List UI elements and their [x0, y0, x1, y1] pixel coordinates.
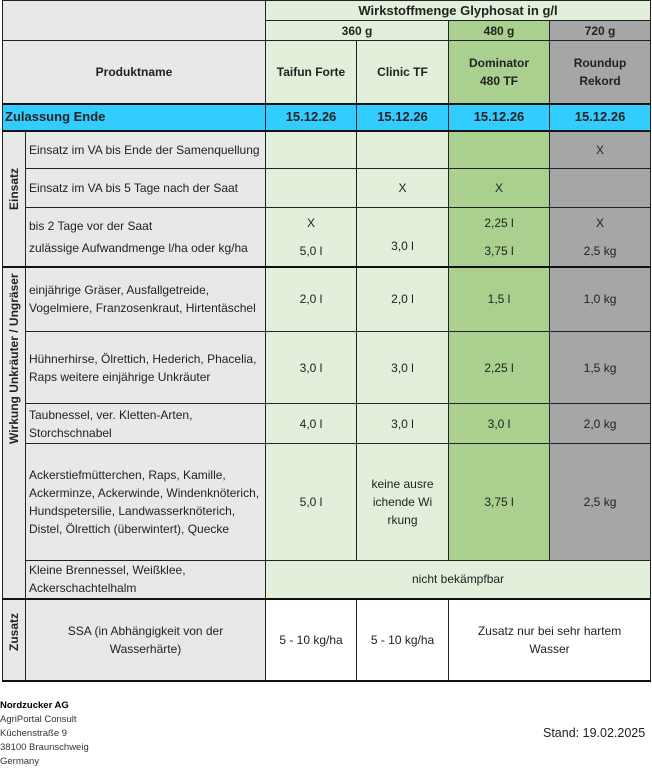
address-line: Küchenstraße 9 [0, 728, 68, 739]
product-roundup: Roundup Rekord [548, 40, 652, 104]
product-dominator: Dominator 480 TF [448, 40, 550, 104]
approval-date: 15.12.26 [548, 102, 652, 132]
category-einsatz: Einsatz [2, 130, 26, 267]
cell: keine ausreichende Wirkung [356, 443, 449, 561]
address-line: AgriPortal Consult [0, 714, 77, 725]
category-zusatz: Zusatz [2, 598, 26, 681]
cell [265, 168, 357, 208]
cell: 5 - 10 kg/ha [356, 598, 449, 681]
cell: 2,0 l [356, 266, 449, 332]
cell: 2,5 kg [583, 243, 617, 258]
product-taifun: Taifun Forte [265, 40, 357, 104]
table-row: Wirkung Unkräuter / Ungräser einjährige … [2, 266, 652, 599]
cell [265, 130, 357, 169]
row-label: Taubnessel, ver. Kletten-Arten, Storchsc… [25, 403, 266, 444]
row-label: bis 2 Tage vor der Saat zulässige Aufwand… [25, 207, 266, 267]
approval-date: 15.12.26 [265, 102, 357, 132]
cell: 3,0 l [391, 239, 414, 254]
cell: 2,25 l [484, 215, 514, 230]
row-label: Einsatz im VA bis 5 Tage nach der Saat [25, 168, 266, 208]
cell-merged: nicht bekämpfbar [264, 560, 652, 599]
concentration-360: 360 g [265, 20, 449, 41]
cell [548, 168, 652, 208]
group-title: Wirkstoffmenge Glyphosat in g/l [264, 0, 652, 21]
approval-label: Zulassung Ende [2, 102, 266, 132]
cell: 2,0 kg [548, 403, 652, 444]
concentration-480: 480 g [448, 20, 550, 41]
cell: 1,5 kg [548, 331, 652, 404]
row-label: Einsatz im VA bis Ende der Samenquellung [25, 130, 266, 169]
table-row: Einsatz Einsatz im VA bis Ende der Samen… [2, 130, 652, 267]
company-name: Nordzucker AG [0, 700, 69, 711]
cell: 5 - 10 kg/ha [265, 598, 357, 681]
table-row: Einsatz im VA bis 5 Tage nach der Saat X… [3, 168, 652, 208]
row-label: Kleine Brennessel, Weißklee, Ackerschach… [25, 560, 266, 599]
address-line: 38100 Braunschweig [0, 742, 89, 753]
cell-merged: Zusatz nur bei sehr hartem Wasser [447, 598, 652, 681]
cell: 3,0 l [265, 331, 357, 404]
table-row: Hühnerhirse, Ölrettich, Hederich, Phacel… [3, 331, 652, 404]
glyphosate-comparison-table: Wirkstoffmenge Glyphosat in g/l 360 g 48… [2, 0, 652, 682]
address-line: Germany [0, 756, 40, 767]
cell [448, 130, 550, 169]
category-wirkung: Wirkung Unkräuter / Ungräser [2, 266, 26, 599]
cell: X [356, 168, 449, 208]
row-label: einjährige Gräser, Ausfallgetreide, Voge… [25, 266, 266, 332]
cell: X [448, 168, 550, 208]
cell: 2,5 kg [548, 443, 652, 561]
cell: 5,0 l [299, 243, 323, 258]
approval-date: 15.12.26 [448, 102, 550, 132]
table-row: Taubnessel, ver. Kletten-Arten, Storchsc… [3, 403, 652, 444]
cell: X [306, 215, 315, 230]
row-label: Ackerstiefmütterchen, Raps, Kamille, Ack… [25, 443, 266, 561]
cell: 3,0 l [356, 403, 449, 444]
cell: 2,25 l [448, 331, 550, 404]
row-label: SSA (in Abhängigkeit von der Wasserhärte… [25, 598, 266, 681]
table-row: bis 2 Tage vor der Saat zulässige Aufwand… [3, 207, 652, 267]
cell: 1,5 l [448, 266, 550, 332]
product-clinic: Clinic TF [356, 40, 449, 104]
cell [356, 130, 449, 169]
cell: X [548, 130, 652, 169]
company-address: Nordzucker AG AgriPortal Consult Küchens… [0, 699, 89, 769]
cell: 4,0 l [265, 403, 357, 444]
approval-date: 15.12.26 [356, 102, 449, 132]
cell: 2,0 l [265, 266, 357, 332]
table-row: Ackerstiefmütterchen, Raps, Kamille, Ack… [3, 443, 652, 561]
stand-date: Stand: 19.02.2025 [543, 726, 646, 740]
cell: X [596, 215, 605, 230]
row-label: Hühnerhirse, Ölrettich, Hederich, Phacel… [25, 331, 266, 404]
product-label: Produktname [2, 40, 266, 104]
cell: 3,75 l [448, 443, 550, 561]
header-blank [2, 0, 266, 41]
cell: 3,0 l [448, 403, 550, 444]
concentration-720: 720 g [548, 20, 652, 41]
table-row: Kleine Brennessel, Weißklee, Ackerschach… [3, 560, 652, 599]
cell: 1,0 kg [548, 266, 652, 332]
cell: 5,0 l [265, 443, 357, 561]
table-row: Zusatz SSA (in Abhängigkeit von der Wass… [2, 598, 652, 681]
cell: 3,75 l [484, 243, 514, 258]
cell: 3,0 l [356, 331, 449, 404]
